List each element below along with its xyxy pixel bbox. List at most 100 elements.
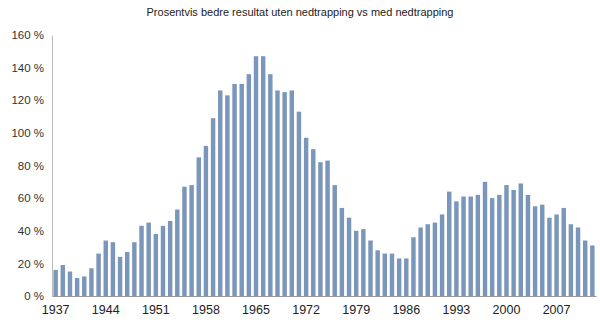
y-tick: 0 % bbox=[24, 290, 52, 302]
y-tick: 160 % bbox=[11, 29, 52, 41]
bars bbox=[53, 56, 594, 296]
bar bbox=[254, 56, 258, 296]
bar bbox=[139, 226, 143, 296]
bar bbox=[82, 276, 86, 296]
bar bbox=[547, 218, 551, 296]
y-tick-label: 160 % bbox=[11, 29, 44, 41]
x-tick-label: 2000 bbox=[493, 303, 521, 317]
y-tick-label: 140 % bbox=[11, 62, 44, 74]
bar bbox=[168, 221, 172, 296]
x-tick-label: 1972 bbox=[292, 303, 320, 317]
bar bbox=[333, 185, 337, 296]
bar bbox=[75, 278, 79, 296]
title: Prosentvis bedre resultat uten nedtrappi… bbox=[147, 6, 454, 18]
bar bbox=[325, 161, 329, 296]
bar bbox=[318, 162, 322, 296]
bar bbox=[526, 195, 530, 296]
bar bbox=[576, 227, 580, 296]
bar bbox=[569, 224, 573, 296]
y-tick: 40 % bbox=[18, 225, 52, 237]
bar bbox=[225, 95, 229, 296]
bar bbox=[511, 190, 515, 296]
bar bbox=[468, 196, 472, 296]
bar bbox=[197, 157, 201, 296]
x-tick-label: 2007 bbox=[543, 303, 571, 317]
bar bbox=[483, 182, 487, 296]
x-tick-label: 1965 bbox=[242, 303, 270, 317]
bar bbox=[361, 229, 365, 296]
bar bbox=[447, 192, 451, 296]
bar bbox=[461, 196, 465, 296]
x-tick: 1993 bbox=[442, 303, 470, 317]
x-tick-label: 1937 bbox=[42, 303, 70, 317]
bar bbox=[125, 252, 129, 296]
bar bbox=[562, 208, 566, 296]
x-tick: 2000 bbox=[493, 303, 521, 317]
bar bbox=[282, 92, 286, 296]
bar bbox=[519, 183, 523, 296]
bar bbox=[175, 210, 179, 296]
bar bbox=[132, 242, 136, 296]
x-tick: 1979 bbox=[342, 303, 370, 317]
bar bbox=[304, 138, 308, 296]
bar bbox=[182, 187, 186, 296]
bar bbox=[368, 241, 372, 296]
bar bbox=[454, 201, 458, 296]
bar bbox=[533, 206, 537, 296]
bar bbox=[111, 242, 115, 296]
bar bbox=[268, 74, 272, 296]
bar bbox=[311, 149, 315, 296]
bar bbox=[490, 198, 494, 296]
x-tick-label: 1979 bbox=[342, 303, 370, 317]
y-tick-label: 40 % bbox=[18, 225, 44, 237]
x-tick: 1944 bbox=[92, 303, 120, 317]
bar bbox=[218, 90, 222, 296]
x-axis-line bbox=[53, 296, 597, 297]
bar bbox=[161, 226, 165, 296]
bar bbox=[433, 223, 437, 296]
bar bbox=[61, 265, 65, 296]
bar bbox=[118, 257, 122, 296]
bar bbox=[476, 195, 480, 296]
y-tick-label: 80 % bbox=[18, 160, 44, 172]
bar bbox=[232, 84, 236, 296]
y-tick-label: 60 % bbox=[18, 192, 44, 204]
bar bbox=[239, 84, 243, 296]
bar bbox=[590, 245, 594, 296]
bar bbox=[340, 208, 344, 296]
x-tick: 1986 bbox=[392, 303, 420, 317]
y-tick: 120 % bbox=[11, 94, 52, 106]
y-tick-label: 100 % bbox=[11, 127, 44, 139]
bar bbox=[583, 241, 587, 296]
bar bbox=[204, 146, 208, 296]
x-tick-label: 1944 bbox=[92, 303, 120, 317]
y-tick: 20 % bbox=[18, 258, 52, 270]
x-tick-label: 1986 bbox=[392, 303, 420, 317]
y-tick-label: 0 % bbox=[24, 290, 44, 302]
y-tick: 80 % bbox=[18, 160, 52, 172]
y-axis: 0 % 20 % 40 % 60 % 80 % 100 % 120 % 140 % 160 % bbox=[11, 29, 52, 302]
x-tick-label: 1958 bbox=[192, 303, 220, 317]
bar bbox=[261, 56, 265, 296]
bar bbox=[347, 218, 351, 296]
y-tick: 60 % bbox=[18, 192, 52, 204]
y-tick: 140 % bbox=[11, 62, 52, 74]
bar bbox=[53, 270, 57, 296]
x-axis: 1937 1944 1951 1958 1965 1972 1979 1986 1993 2000… bbox=[42, 297, 597, 317]
bar bbox=[96, 254, 100, 296]
x-tick: 1965 bbox=[242, 303, 270, 317]
bar bbox=[383, 254, 387, 296]
x-tick: 1972 bbox=[292, 303, 320, 317]
bar bbox=[390, 254, 394, 296]
bar bbox=[89, 268, 93, 296]
x-tick: 1951 bbox=[142, 303, 170, 317]
y-axis-line bbox=[52, 36, 53, 297]
bar bbox=[554, 214, 558, 296]
x-tick: 1937 bbox=[42, 303, 70, 317]
x-tick-label: 1993 bbox=[442, 303, 470, 317]
x-tick-label: 1951 bbox=[142, 303, 170, 317]
y-tick: 100 % bbox=[11, 127, 52, 139]
bar bbox=[426, 224, 430, 296]
bar bbox=[540, 205, 544, 296]
bar bbox=[404, 258, 408, 296]
